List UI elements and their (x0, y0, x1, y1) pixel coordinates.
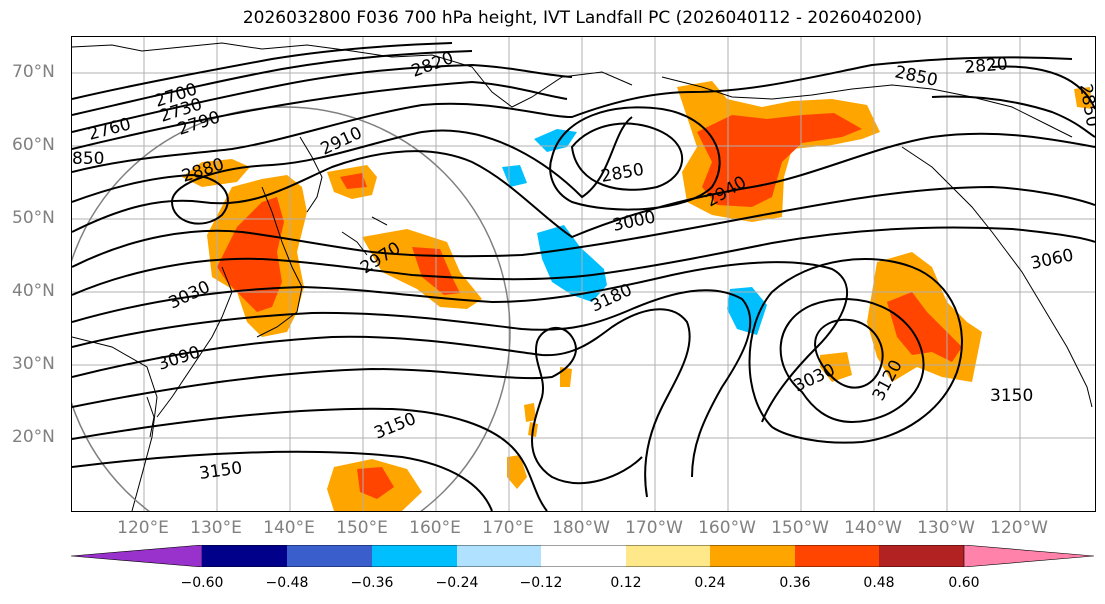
contour-label-3150-c: 3150 (198, 458, 244, 484)
lon-label-140e: 140°E (263, 518, 315, 538)
height-contours (72, 42, 1095, 511)
colorbar-swatch-2 (287, 545, 372, 567)
lon-label-120e: 120°E (117, 518, 169, 538)
contour-label-2820-b: 2820 (964, 54, 1009, 78)
landfall-radius-circle (72, 106, 511, 511)
colorbar-swatch-7 (710, 545, 795, 567)
colorbar-tick-1: −0.60 (180, 575, 224, 591)
colorbar-swatch-1 (202, 545, 287, 567)
lon-label-140w: 140°W (844, 518, 902, 538)
contour-label-3030: 3030 (791, 360, 839, 396)
lon-label-170w: 170°W (625, 518, 683, 538)
colorbar-tick-8: 0.36 (779, 575, 811, 591)
lon-label-160e: 160°E (409, 518, 461, 538)
contour-label-3060: 3060 (1029, 245, 1075, 274)
colorbar-swatch-extend-high (963, 545, 1095, 567)
colorbar-swatch-3 (372, 545, 457, 567)
colorbar-tick-2: −0.48 (265, 575, 309, 591)
lat-label-70n: 70°N (12, 62, 55, 82)
contour-label-3000: 3000 (611, 207, 657, 236)
colorbar-tick-3: −0.36 (350, 575, 394, 591)
lon-label-160w: 160°W (698, 518, 756, 538)
contour-label-3030-b: 3030 (166, 277, 214, 313)
colorbar-swatch-5 (541, 545, 626, 567)
lat-label-20n: 20°N (12, 427, 55, 447)
contour-label-3150-b: 3150 (990, 386, 1033, 406)
colorbar-tick-4: −0.24 (435, 575, 479, 591)
coastlines (72, 42, 1093, 511)
colorbar-tick-9: 0.48 (863, 575, 895, 591)
graticule (72, 37, 1095, 511)
lon-label-180w: 180°W (552, 518, 610, 538)
lon-label-150w: 150°W (771, 518, 829, 538)
lat-label-30n: 30°N (12, 354, 55, 374)
colorbar (71, 545, 1095, 567)
colorbar-tick-10: 0.60 (948, 575, 980, 591)
colorbar-swatch-4 (457, 545, 541, 567)
colorbar-tick-7: 0.24 (694, 575, 726, 591)
colorbar-tick-5: −0.12 (519, 575, 563, 591)
colorbar-swatch-6 (626, 545, 710, 567)
map-plot-area: 2700 2730 2760 2790 2820 2850 2880 2910 … (71, 36, 1096, 512)
lon-label-150e: 150°E (336, 518, 388, 538)
contour-label-850-edge: 850 (72, 149, 104, 169)
map-svg: 2700 2730 2760 2790 2820 2850 2880 2910 … (72, 37, 1095, 511)
lat-label-60n: 60°N (12, 135, 55, 155)
lat-label-40n: 40°N (12, 281, 55, 301)
colorbar-swatch-9 (879, 545, 964, 567)
lon-label-130w: 130°W (917, 518, 975, 538)
contour-label-2910: 2910 (318, 123, 366, 159)
map-title: 2026032800 F036 700 hPa height, IVT Land… (242, 8, 923, 28)
lat-label-50n: 50°N (12, 208, 55, 228)
contour-label-2850-b: 2850 (893, 62, 939, 91)
colorbar-tick-6: 0.12 (610, 575, 642, 591)
contour-label-3090: 3090 (155, 342, 202, 374)
colorbar-swatch-extend-low (71, 545, 203, 567)
lon-label-170e: 170°E (482, 518, 534, 538)
colorbar-swatch-8 (795, 545, 879, 567)
lon-label-120w: 120°W (990, 518, 1048, 538)
lon-label-130e: 130°E (190, 518, 242, 538)
